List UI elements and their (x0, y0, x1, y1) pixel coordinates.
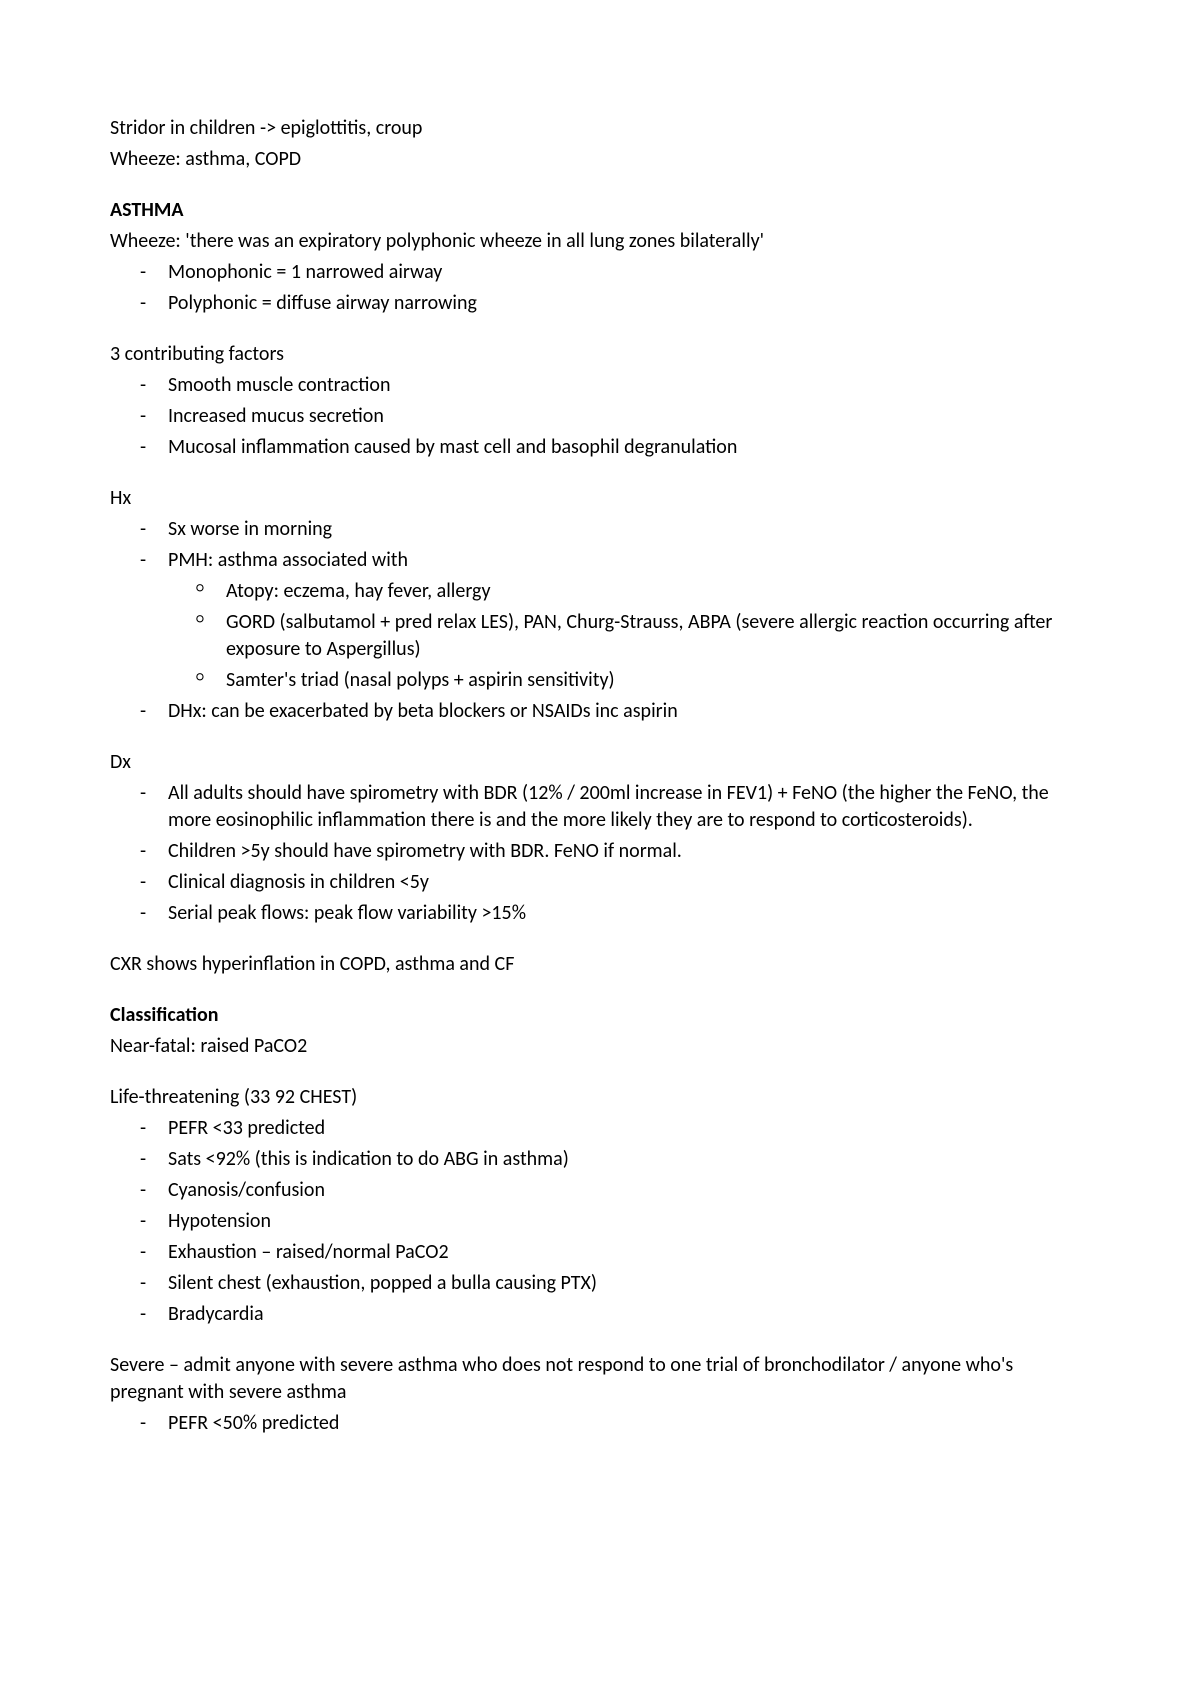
life-threatening-list: PEFR <33 predicted Sats <92% (this is in… (110, 1115, 1090, 1328)
classification-heading: Classification (110, 1002, 1090, 1029)
list-item: Polyphonic = diffuse airway narrowing (168, 290, 1090, 317)
list-item: Atopy: eczema, hay fever, allergy (226, 578, 1090, 605)
dx-heading: Dx (110, 749, 1090, 776)
list-item: Increased mucus secretion (168, 403, 1090, 430)
list-item: DHx: can be exacerbated by beta blockers… (168, 698, 1090, 725)
severe-list: PEFR <50% predicted (110, 1410, 1090, 1437)
list-item: PMH: asthma associated with Atopy: eczem… (168, 547, 1090, 694)
list-item: Sx worse in morning (168, 516, 1090, 543)
hx-sublist: Atopy: eczema, hay fever, allergy GORD (… (168, 578, 1090, 694)
list-item: PEFR <50% predicted (168, 1410, 1090, 1437)
list-item: Serial peak flows: peak flow variability… (168, 900, 1090, 927)
list-item: Sats <92% (this is indication to do ABG … (168, 1146, 1090, 1173)
list-item: All adults should have spirometry with B… (168, 780, 1090, 834)
hx-heading: Hx (110, 485, 1090, 512)
list-item: Cyanosis/confusion (168, 1177, 1090, 1204)
asthma-heading: ASTHMA (110, 197, 1090, 224)
document-page: Stridor in children -> epiglottitis, cro… (0, 0, 1200, 1521)
hx-list: Sx worse in morning PMH: asthma associat… (110, 516, 1090, 725)
intro-line-1: Stridor in children -> epiglottitis, cro… (110, 115, 1090, 142)
list-item: Exhaustion – raised/normal PaCO2 (168, 1239, 1090, 1266)
list-item-text: PMH: asthma associated with (168, 548, 408, 572)
cxr-line: CXR shows hyperinflation in COPD, asthma… (110, 951, 1090, 978)
dx-list: All adults should have spirometry with B… (110, 780, 1090, 927)
list-item: PEFR <33 predicted (168, 1115, 1090, 1142)
list-item: Monophonic = 1 narrowed airway (168, 259, 1090, 286)
list-item: Silent chest (exhaustion, popped a bulla… (168, 1270, 1090, 1297)
factors-list: Smooth muscle contraction Increased mucu… (110, 372, 1090, 461)
list-item: GORD (salbutamol + pred relax LES), PAN,… (226, 609, 1090, 663)
list-item: Samter's triad (nasal polyps + aspirin s… (226, 667, 1090, 694)
near-fatal-line: Near-fatal: raised PaCO2 (110, 1033, 1090, 1060)
list-item: Smooth muscle contraction (168, 372, 1090, 399)
list-item: Bradycardia (168, 1301, 1090, 1328)
wheeze-description: Wheeze: 'there was an expiratory polypho… (110, 228, 1090, 255)
factors-heading: 3 contributing factors (110, 341, 1090, 368)
severe-heading: Severe – admit anyone with severe asthma… (110, 1352, 1090, 1406)
list-item: Hypotension (168, 1208, 1090, 1235)
wheeze-list: Monophonic = 1 narrowed airway Polyphoni… (110, 259, 1090, 317)
list-item: Mucosal inflammation caused by mast cell… (168, 434, 1090, 461)
intro-line-2: Wheeze: asthma, COPD (110, 146, 1090, 173)
list-item: Clinical diagnosis in children <5y (168, 869, 1090, 896)
life-threatening-heading: Life-threatening (33 92 CHEST) (110, 1084, 1090, 1111)
list-item: Children >5y should have spirometry with… (168, 838, 1090, 865)
